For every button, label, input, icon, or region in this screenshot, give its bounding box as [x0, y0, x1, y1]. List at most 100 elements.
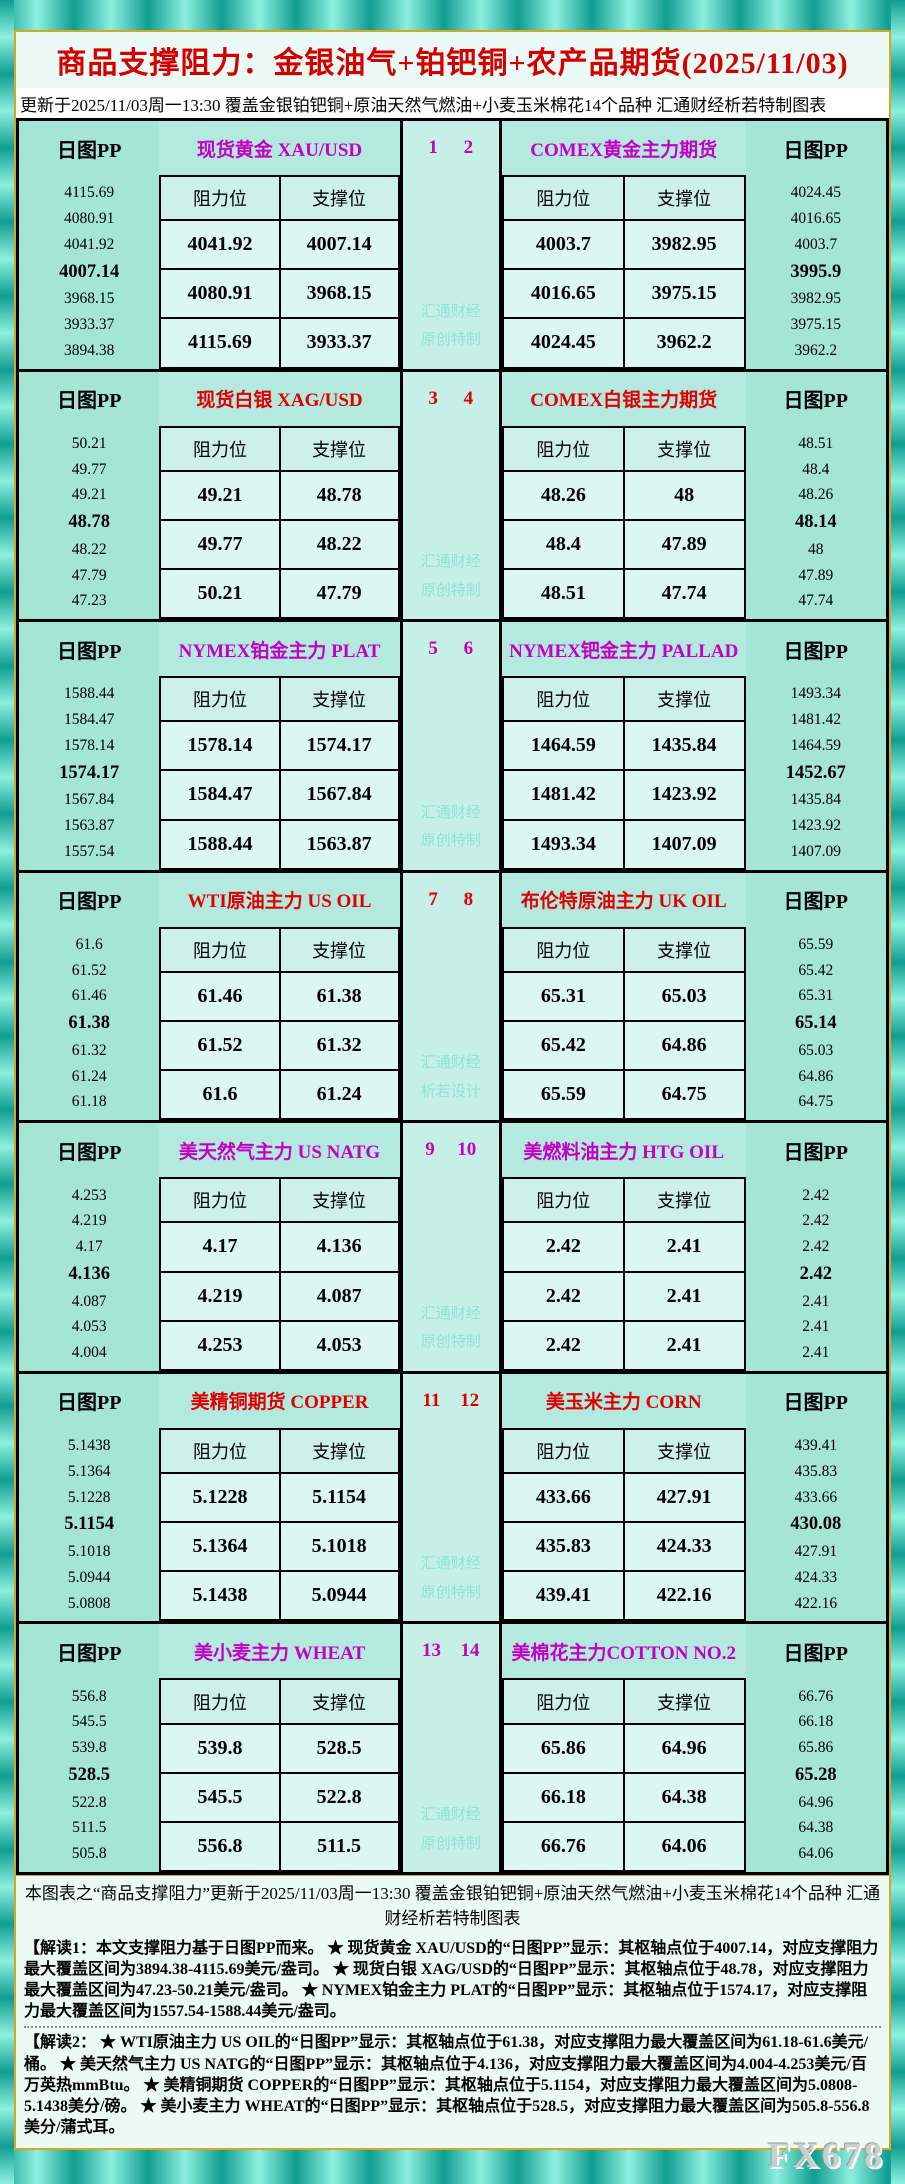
support-cell: 61.24: [278, 1069, 400, 1121]
panel-index-right: 6: [463, 638, 474, 660]
watermark-line: 汇通财经: [420, 303, 481, 320]
instrument-panel-left: 美精铜期货 COPPER 阻力位 支撑位 5.1228 5.1154 5.136…: [159, 1373, 400, 1622]
pp-values-right: 4024.45 4016.65 4003.7 3995.9 3982.95 39…: [746, 175, 886, 369]
resistance-cell: 5.1438: [159, 1570, 281, 1622]
instrument-title-right: 美燃料油主力 HTG OIL: [523, 1141, 724, 1163]
watermark-line: 原创特制: [420, 833, 481, 850]
mid-column: 5 6 汇通财经 原创特制: [399, 622, 502, 870]
support-cell: 1423.92: [622, 769, 746, 821]
pp-value: 49.77: [71, 460, 107, 478]
pp-value: 64.75: [798, 1093, 834, 1111]
panel-index-left: 11: [422, 1389, 441, 1411]
mid-column: 13 14 汇通财经 原创特制: [399, 1624, 502, 1873]
instrument-panel-right: NYMEX钯金主力 PALLAD 阻力位 支撑位 1464.59 1435.84…: [501, 622, 746, 870]
support-cell: 427.91: [622, 1471, 746, 1524]
instrument-panel-right: 美燃料油主力 HTG OIL 阻力位 支撑位 2.42 2.41 2.42 2.…: [501, 1123, 746, 1371]
brand-watermark-block: 汇通财经 原创特制: [403, 1801, 499, 1872]
pp-value: 5.1438: [67, 1437, 111, 1455]
pp-pivot-value: 65.28: [794, 1764, 837, 1785]
support-cell: 2.41: [622, 1319, 746, 1371]
pp-values-right: 439.41 435.83 433.66 430.08 427.91 424.3…: [746, 1428, 886, 1622]
pp-column-right: 日图PP 439.41 435.83 433.66 430.08 427.91 …: [745, 1373, 886, 1622]
pp-value: 1563.87: [64, 817, 115, 835]
instrument-title-left: 现货白银 XAG/USD: [196, 390, 363, 412]
mosaic-border-top: [0, 0, 905, 30]
footer-note: 本图表之“商品支撑阻力”更新于2025/11/03周一13:30 覆盖金银铂钯铜…: [16, 1875, 889, 1933]
support-cell: 64.75: [622, 1069, 746, 1121]
support-cell: 4007.14: [278, 219, 400, 271]
pp-column-right: 日图PP 1493.34 1481.42 1464.59 1452.67 143…: [745, 622, 886, 870]
instrument-panel-left: NYMEX铂金主力 PLAT 阻力位 支撑位 1578.14 1574.17 1…: [159, 622, 400, 870]
resistance-header-cell: 阻力位: [501, 425, 625, 472]
support-cell: 3975.15: [622, 268, 746, 320]
pp-value: 61.52: [71, 961, 107, 979]
commodity-block: 日图PP 4115.69 4080.91 4041.92 4007.14 396…: [19, 121, 886, 372]
resistance-cell: 439.41: [501, 1570, 625, 1622]
watermark-line: 汇通财经: [420, 554, 481, 571]
support-header-cell: 支撑位: [622, 1427, 746, 1474]
instrument-panel-left: WTI原油主力 US OIL 阻力位 支撑位 61.46 61.38 61.52…: [159, 872, 400, 1121]
resistance-cell: 4115.69: [159, 317, 281, 369]
pp-values-right: 48.51 48.4 48.26 48.14 48 47.89 47.74: [746, 426, 886, 620]
pp-column-left: 日图PP 4115.69 4080.91 4041.92 4007.14 396…: [19, 121, 160, 369]
pp-value: 439.41: [794, 1437, 838, 1455]
pp-values-left: 50.21 49.77 49.21 48.78 48.22 47.79 47.2…: [19, 426, 159, 620]
resistance-cell: 2.42: [501, 1221, 625, 1273]
pp-value: 427.91: [794, 1543, 838, 1561]
resistance-cell: 49.21: [159, 469, 281, 521]
pp-header: 日图PP: [783, 1392, 848, 1415]
page-title: 商品支撑阻力：金银油气+铂钯铜+农产品期货(2025/11/03): [56, 47, 849, 80]
pp-value: 48.4: [802, 460, 830, 478]
pp-value: 4003.7: [794, 235, 838, 253]
levels-table-left: 阻力位 支撑位 539.8 528.5 545.5 522.8 556.8 51…: [159, 1678, 400, 1873]
mid-column: 7 8 汇通财经 析若设计: [399, 872, 502, 1121]
resistance-header-cell: 阻力位: [501, 1177, 625, 1224]
watermark-line: 汇通财经: [420, 1305, 481, 1322]
resistance-cell: 4.17: [159, 1221, 281, 1273]
pp-pivot-value: 3995.9: [790, 261, 842, 282]
pp-value: 4.219: [71, 1212, 107, 1230]
mid-column: 3 4 汇通财经 原创特制: [399, 371, 502, 620]
pp-value: 5.0944: [67, 1568, 111, 1586]
panel-index-pair: 13 14: [403, 1624, 499, 1678]
pp-header: 日图PP: [783, 1642, 848, 1665]
pp-header: 日图PP: [57, 139, 122, 162]
support-header-cell: 支撑位: [622, 1177, 746, 1224]
resistance-cell: 1493.34: [501, 818, 625, 870]
support-cell: 61.32: [278, 1019, 400, 1072]
instrument-title-right: 布伦特原油主力 UK OIL: [520, 891, 727, 913]
pp-value: 522.8: [71, 1793, 107, 1811]
title-band: 商品支撑阻力：金银油气+铂钯铜+农产品期货(2025/11/03): [16, 32, 889, 88]
pp-header: 日图PP: [57, 1141, 122, 1164]
pp-value: 50.21: [71, 434, 107, 452]
pp-values-left: 1588.44 1584.47 1578.14 1574.17 1567.84 …: [19, 676, 159, 870]
pp-value: 48.51: [798, 434, 834, 452]
support-cell: 5.0944: [278, 1570, 400, 1622]
resistance-cell: 545.5: [159, 1771, 281, 1823]
pp-pivot-value: 1452.67: [785, 762, 846, 783]
pp-value: 4041.92: [64, 235, 115, 253]
support-header-cell: 支撑位: [278, 425, 400, 472]
resistance-header-cell: 阻力位: [501, 174, 625, 222]
pp-column-right: 日图PP 48.51 48.4 48.26 48.14 48 47.89 47.…: [745, 371, 886, 620]
pp-value: 61.32: [71, 1041, 107, 1059]
support-cell: 48.78: [278, 469, 400, 521]
pp-value: 47.74: [798, 592, 834, 610]
support-cell: 2.41: [622, 1270, 746, 1322]
resistance-cell: 5.1364: [159, 1521, 281, 1573]
pp-value: 422.16: [794, 1594, 838, 1612]
resistance-header-cell: 阻力位: [501, 1427, 625, 1474]
levels-table-left: 阻力位 支撑位 1578.14 1574.17 1584.47 1567.84 …: [159, 676, 400, 870]
pp-value: 435.83: [794, 1462, 838, 1480]
panel-index-right: 4: [463, 387, 474, 409]
pp-value: 1557.54: [64, 842, 115, 860]
watermark-line: 汇通财经: [420, 1055, 481, 1072]
pp-pivot-value: 65.14: [794, 1013, 837, 1034]
pp-value: 511.5: [72, 1819, 107, 1837]
resistance-cell: 2.42: [501, 1319, 625, 1371]
pp-value: 61.6: [75, 935, 103, 953]
pp-value: 545.5: [71, 1713, 107, 1731]
pp-value: 4016.65: [790, 210, 841, 227]
pp-value: 3968.15: [64, 290, 115, 308]
pp-value: 1435.84: [790, 791, 841, 809]
